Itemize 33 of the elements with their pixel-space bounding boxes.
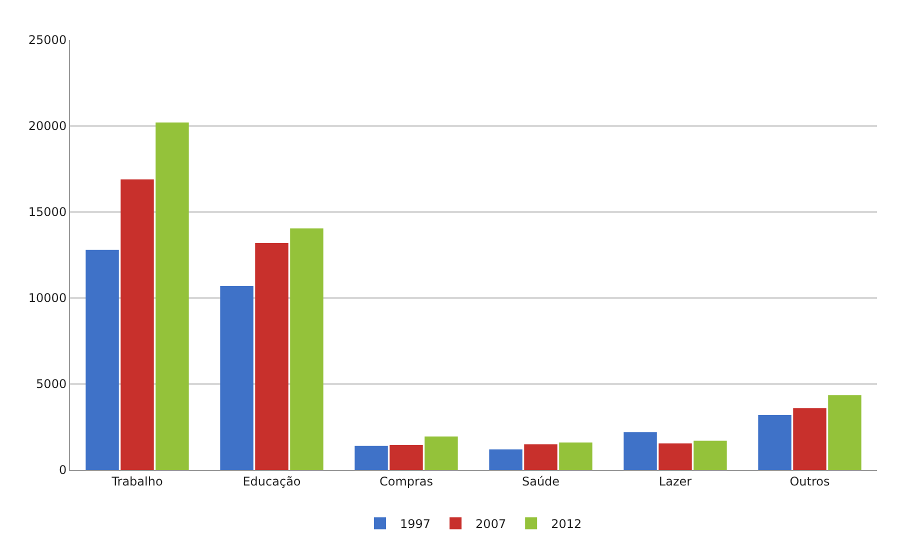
bar — [86, 250, 119, 470]
bar — [758, 414, 792, 470]
bar — [156, 122, 189, 470]
bar — [220, 286, 254, 470]
y-tick-label: 15000 — [28, 205, 67, 220]
legend-label: 2012 — [551, 516, 582, 531]
x-tick-label: Trabalho — [110, 474, 163, 488]
legend-label: 1997 — [400, 516, 431, 531]
x-tick-label: Outros — [790, 474, 830, 488]
bar — [255, 242, 288, 470]
bar — [559, 442, 592, 470]
y-tick-label: 10000 — [28, 291, 67, 306]
x-tick-label: Educação — [242, 474, 301, 488]
y-tick-label: 25000 — [28, 33, 67, 48]
y-tick-label: 0 — [58, 463, 67, 478]
bar — [390, 445, 423, 470]
bar — [828, 395, 862, 470]
bar — [694, 440, 727, 470]
y-tick-label: 5000 — [36, 377, 67, 392]
bar — [290, 228, 324, 470]
bar — [489, 449, 522, 470]
bar — [120, 179, 154, 470]
x-tick-label: Saúde — [522, 474, 560, 488]
bar — [624, 432, 657, 470]
legend-label: 2007 — [476, 516, 506, 531]
bar — [524, 444, 558, 470]
bar — [354, 446, 388, 470]
bar — [658, 443, 692, 470]
x-tick-label: Compras — [379, 474, 434, 488]
bar — [424, 436, 458, 470]
y-tick-label: 20000 — [28, 119, 67, 134]
bar — [793, 408, 826, 470]
x-tick-label: Lazer — [658, 474, 692, 488]
